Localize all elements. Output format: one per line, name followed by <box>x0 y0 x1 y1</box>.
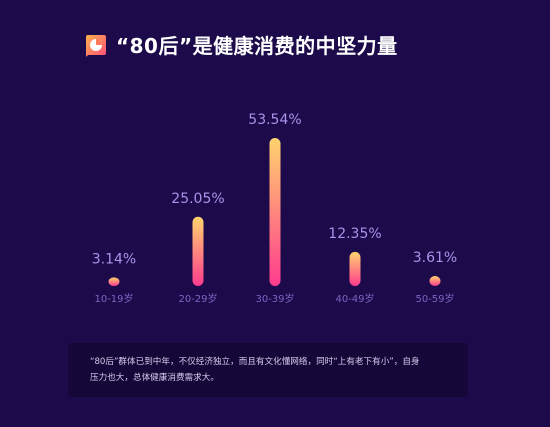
pie-chart-icon <box>86 34 106 57</box>
category-label: 40-49岁 <box>335 292 374 305</box>
bar-chart: 3.14% 10-19岁 25.05% 20-29岁 53.54% 30-39岁 12.35… <box>92 112 457 305</box>
page-title: “80后”是健康消费的中坚力量 <box>116 34 398 58</box>
category-label: 20-29岁 <box>178 292 217 305</box>
category-label: 50-59岁 <box>415 292 454 305</box>
data-label: 12.35% <box>328 226 381 242</box>
data-label: 3.61% <box>413 250 457 266</box>
bar <box>349 251 361 286</box>
bar <box>108 277 120 286</box>
category-label: 30-39岁 <box>255 292 294 305</box>
bar <box>192 216 204 286</box>
data-label: 3.14% <box>92 251 136 267</box>
header: “80后”是健康消费的中坚力量 <box>84 30 398 59</box>
note-box: “80后”群体已到中年，不仅经济独立，而且有文化懂网络，同时“上有老下有小”，自… <box>68 343 468 397</box>
data-label: 25.05% <box>171 191 224 207</box>
bar <box>269 138 281 286</box>
bar <box>429 276 441 286</box>
note-text: “80后”群体已到中年，不仅经济独立，而且有文化懂网络，同时“上有老下有小”，自… <box>90 357 420 383</box>
data-label: 53.54% <box>248 112 301 128</box>
category-label: 10-19岁 <box>94 292 133 305</box>
